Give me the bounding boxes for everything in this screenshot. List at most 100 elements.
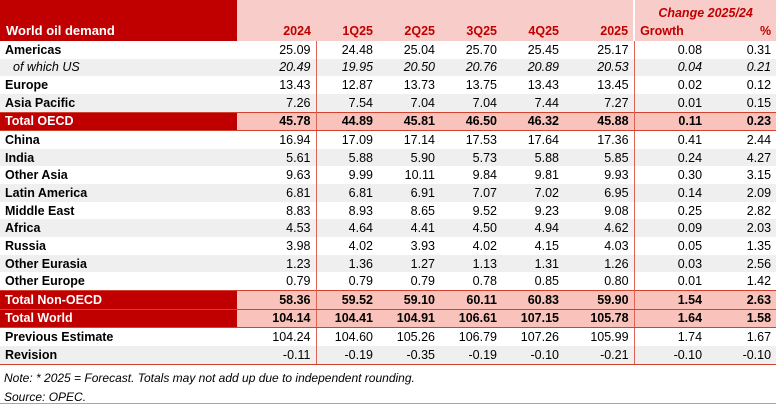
value-cell: 2.44	[707, 130, 776, 149]
value-cell: -0.10	[634, 345, 708, 365]
table-row: Middle East 8.83 8.93 8.65 9.52 9.23 9.08 0.25 2…	[0, 201, 776, 220]
column-header-3q25: 3Q25	[440, 21, 502, 41]
value-cell: 1.74	[634, 327, 708, 346]
value-cell: 0.01	[634, 93, 708, 113]
header-spacer	[237, 0, 635, 21]
value-cell: 13.43	[237, 76, 317, 94]
value-cell: 20.50	[378, 58, 440, 77]
value-cell: 4.62	[564, 219, 635, 238]
value-cell: 0.25	[634, 201, 708, 220]
value-cell: 104.60	[316, 327, 378, 346]
value-cell: 2.03	[707, 219, 776, 238]
table-row: Americas 25.09 24.48 25.04 25.70 25.45 25.17 0.…	[0, 41, 776, 59]
value-cell: 104.91	[378, 308, 440, 329]
row-label: Middle East	[0, 201, 237, 220]
value-cell: 59.52	[316, 289, 378, 310]
value-cell: 104.24	[237, 327, 317, 346]
value-cell: 8.83	[237, 201, 317, 220]
table-row: Other Eurasia 1.23 1.36 1.27 1.13 1.31 1.26 0.0…	[0, 254, 776, 273]
value-cell: 0.12	[707, 76, 776, 94]
table-row: Asia Pacific 7.26 7.54 7.04 7.04 7.44 7.27 0.01…	[0, 93, 776, 113]
footnote: Note: * 2025 = Forecast. Totals may not …	[4, 370, 415, 385]
table-row: Previous Estimate 104.24 104.60 105.26 106.7…	[0, 327, 776, 346]
value-cell: 0.24	[634, 148, 708, 167]
value-cell: 17.36	[564, 130, 635, 149]
value-cell: 25.70	[440, 41, 502, 59]
value-cell: 58.36	[237, 289, 317, 310]
value-cell: 20.89	[502, 58, 564, 77]
value-cell: 9.81	[502, 166, 564, 185]
value-cell: 4.53	[237, 219, 317, 238]
value-cell: 7.04	[440, 93, 502, 113]
value-cell: 0.41	[634, 130, 708, 149]
value-cell: 1.27	[378, 254, 440, 273]
value-cell: 46.50	[440, 111, 502, 132]
value-cell: 10.11	[378, 166, 440, 185]
value-cell: 105.26	[378, 327, 440, 346]
value-cell: 17.53	[440, 130, 502, 149]
value-cell: 2.82	[707, 201, 776, 220]
value-cell: 1.35	[707, 237, 776, 255]
change-header-row: World oil demand Change 2025/24	[0, 0, 776, 41]
row-label: China	[0, 130, 237, 149]
value-cell: 19.95	[316, 58, 378, 77]
value-cell: -0.21	[564, 345, 635, 365]
table-row: Other Europe 0.79 0.79 0.79 0.78 0.85 0.80 0.01…	[0, 272, 776, 291]
value-cell: 17.09	[316, 130, 378, 149]
value-cell: 1.58	[707, 308, 776, 329]
value-cell: 5.73	[440, 148, 502, 167]
column-header-1q25: 1Q25	[316, 21, 378, 41]
value-cell: 9.23	[502, 201, 564, 220]
value-cell: 9.52	[440, 201, 502, 220]
row-label: Russia	[0, 237, 237, 255]
table-row: Total Non-OECD 58.36 59.52 59.10 60.11 60.83 5…	[0, 289, 776, 310]
row-label: Other Asia	[0, 166, 237, 185]
value-cell: 1.54	[634, 289, 708, 310]
value-cell: 0.08	[634, 41, 708, 59]
value-cell: 6.81	[316, 184, 378, 202]
value-cell: 9.99	[316, 166, 378, 185]
value-cell: 13.75	[440, 76, 502, 94]
row-label: Europe	[0, 76, 237, 94]
value-cell: 6.81	[237, 184, 317, 202]
value-cell: 8.65	[378, 201, 440, 220]
table-row: Africa 4.53 4.64 4.41 4.50 4.94 4.62 0.09 2.03	[0, 219, 776, 238]
value-cell: 0.78	[440, 272, 502, 291]
value-cell: 1.42	[707, 272, 776, 291]
value-cell: 106.61	[440, 308, 502, 329]
value-cell: 13.43	[502, 76, 564, 94]
value-cell: 3.93	[378, 237, 440, 255]
value-cell: 8.93	[316, 201, 378, 220]
table-row: India 5.61 5.88 5.90 5.73 5.88 5.85 0.24 4.27	[0, 148, 776, 167]
value-cell: 0.80	[564, 272, 635, 291]
value-cell: 59.10	[378, 289, 440, 310]
table-row: Europe 13.43 12.87 13.73 13.75 13.43 13.45 0.02…	[0, 76, 776, 94]
table-row: of which US 20.49 19.95 20.50 20.76 20.89 20.5…	[0, 58, 776, 77]
value-cell: 0.11	[634, 111, 708, 132]
value-cell: -0.19	[440, 345, 502, 365]
value-cell: 4.03	[564, 237, 635, 255]
value-cell: 0.02	[634, 76, 708, 94]
value-cell: 45.88	[564, 111, 635, 132]
value-cell: 25.45	[502, 41, 564, 59]
value-cell: 1.64	[634, 308, 708, 329]
value-cell: 1.26	[564, 254, 635, 273]
value-cell: 4.64	[316, 219, 378, 238]
value-cell: 9.93	[564, 166, 635, 185]
value-cell: 0.79	[378, 272, 440, 291]
source-note: Source: OPEC.	[4, 389, 87, 404]
value-cell: 25.17	[564, 41, 635, 59]
value-cell: 105.99	[564, 327, 635, 346]
row-label: Previous Estimate	[0, 327, 237, 346]
row-label: India	[0, 148, 237, 167]
value-cell: 46.32	[502, 111, 564, 132]
value-cell: 4.27	[707, 148, 776, 167]
column-header-growth: Growth	[633, 21, 708, 41]
value-cell: 44.89	[316, 111, 378, 132]
value-cell: 104.41	[316, 308, 378, 329]
value-cell: 1.23	[237, 254, 317, 273]
row-label: of which US	[0, 58, 237, 77]
value-cell: 45.78	[237, 111, 317, 132]
table-notes: Note: * 2025 = Forecast. Totals may not …	[0, 365, 776, 404]
